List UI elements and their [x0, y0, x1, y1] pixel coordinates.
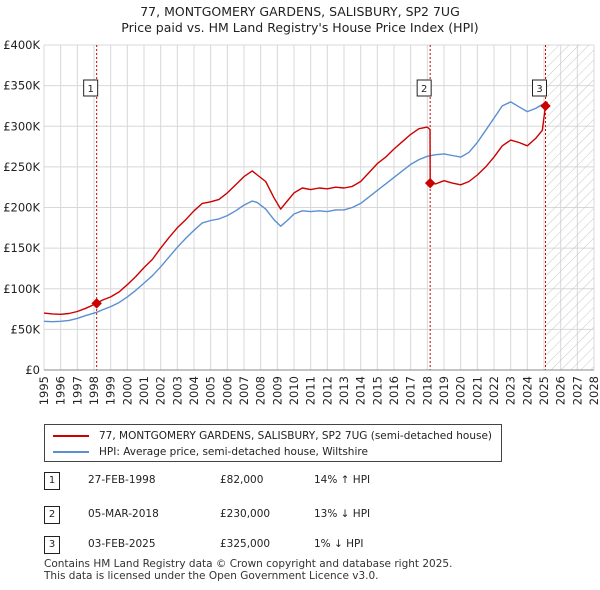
x-tick-label: 2019 — [437, 376, 451, 405]
sale-markers: 1 2 3 — [83, 79, 551, 309]
x-tick-label: 2012 — [320, 376, 334, 405]
sale-label: 1 — [87, 84, 93, 95]
y-tick-label: £400K — [3, 38, 40, 52]
series-lines — [44, 101, 548, 323]
sale-label-box — [83, 79, 99, 97]
table-row: 3 03-FEB-2025 £325,000 1% ↓ HPI — [44, 536, 464, 554]
legend-label-property: 77, MONTGOMERY GARDENS, SALISBURY, SP2 7… — [99, 430, 493, 442]
y-tick-label: £200K — [3, 201, 40, 215]
x-tick-label: 2024 — [520, 376, 534, 405]
x-tick-label: 2007 — [237, 376, 251, 405]
sale-price: £325,000 — [220, 538, 271, 550]
table-row: 2 05-MAR-2018 £230,000 13% ↓ HPI — [44, 506, 464, 524]
x-tick-label: 2003 — [170, 376, 184, 405]
x-tick-label: 2016 — [387, 376, 401, 405]
x-tick-label: 2008 — [254, 376, 268, 405]
sale-number: 1 — [44, 472, 60, 490]
sale-label-box — [532, 79, 547, 97]
x-tick-label: 2018 — [420, 376, 434, 405]
x-tick-label: 1998 — [87, 376, 101, 405]
x-tick-label: 2017 — [404, 376, 418, 405]
footer-copyright: Contains HM Land Registry data © Crown c… — [44, 558, 453, 570]
y-tick-label: £300K — [3, 119, 40, 133]
y-tick-label: £150K — [3, 241, 40, 255]
sale-label: 2 — [421, 84, 427, 95]
y-tick-label: £350K — [3, 79, 40, 93]
sale-label: 3 — [536, 84, 542, 95]
y-tick-label: £50K — [11, 322, 41, 336]
sale-point — [424, 177, 436, 189]
sale-label-box — [416, 79, 432, 97]
legend-item-hpi: HPI: Average price, semi-detached house,… — [53, 444, 368, 460]
chart-title-line2: Price paid vs. HM Land Registry's House … — [121, 20, 479, 35]
grid — [43, 44, 595, 371]
x-tick-label: 2004 — [187, 376, 201, 405]
legend-item-property: 77, MONTGOMERY GARDENS, SALISBURY, SP2 7… — [53, 428, 492, 444]
x-tick-label: 1996 — [54, 376, 68, 405]
x-tick-label: 2015 — [370, 376, 384, 405]
forecast-hatch — [545, 45, 594, 370]
sale-hpi-diff: 14% ↑ HPI — [314, 474, 371, 486]
price-chart: 1 2 3 £0 £50K £100K £150K £200K £250K £300K £350K… — [3, 38, 600, 405]
x-tick-label: 2020 — [454, 376, 468, 405]
x-tick-label: 2009 — [270, 376, 284, 405]
y-tick-label: £250K — [3, 160, 40, 174]
x-tick-label: 2010 — [287, 376, 301, 405]
legend-swatch-hpi — [53, 451, 89, 453]
legend-swatch-property — [53, 435, 89, 437]
sale-point — [540, 100, 551, 112]
x-tick-label: 2022 — [487, 376, 501, 405]
legend-label-hpi: HPI: Average price, semi-detached house,… — [99, 446, 368, 458]
sale-date: 03-FEB-2025 — [88, 538, 156, 550]
x-tick-label: 2027 — [570, 376, 584, 405]
sale-date: 05-MAR-2018 — [88, 508, 159, 520]
footer: Contains HM Land Registry data © Crown c… — [44, 558, 452, 582]
sale-price: £82,000 — [220, 474, 264, 486]
chart-title: 77, MONTGOMERY GARDENS, SALISBURY, SP2 7… — [0, 4, 600, 36]
x-tick-label: 2026 — [554, 376, 568, 405]
y-tick-label: £100K — [3, 282, 40, 296]
axes: £0 £50K £100K £150K £200K £250K £300K £350K £400… — [3, 38, 600, 405]
forecast-region — [545, 45, 594, 370]
x-tick-label: 2028 — [587, 376, 600, 405]
x-tick-label: 1999 — [104, 376, 118, 405]
sale-number: 2 — [44, 506, 60, 524]
footer-licence: This data is licensed under the Open Gov… — [44, 570, 379, 582]
x-tick-label: 2013 — [337, 376, 351, 405]
x-tick-label: 2001 — [137, 376, 151, 405]
x-tick-label: 2021 — [470, 376, 484, 405]
sale-date: 27-FEB-1998 — [88, 474, 156, 486]
x-tick-label: 2025 — [537, 376, 551, 405]
sale-hpi-diff: 13% ↓ HPI — [314, 508, 371, 520]
sale-price: £230,000 — [220, 508, 271, 520]
sale-number: 3 — [44, 536, 60, 554]
legend: 77, MONTGOMERY GARDENS, SALISBURY, SP2 7… — [44, 424, 502, 462]
chart-title-line1: 77, MONTGOMERY GARDENS, SALISBURY, SP2 7… — [140, 4, 460, 19]
x-tick-label: 2006 — [220, 376, 234, 405]
x-tick-label: 1997 — [70, 376, 84, 405]
sale-hpi-diff: 1% ↓ HPI — [314, 538, 364, 550]
table-row: 1 27-FEB-1998 £82,000 14% ↑ HPI — [44, 472, 464, 490]
x-tick-label: 2005 — [204, 376, 218, 405]
property-price-line — [44, 101, 548, 315]
y-tick-label: £0 — [25, 363, 40, 377]
x-tick-label: 2011 — [304, 376, 318, 405]
x-tick-label: 1995 — [37, 376, 51, 405]
hpi-line — [44, 101, 548, 323]
x-tick-label: 2002 — [154, 376, 168, 405]
x-tick-label: 2000 — [120, 376, 134, 405]
x-tick-label: 2014 — [354, 376, 368, 405]
sale-point — [91, 298, 102, 309]
x-tick-label: 2023 — [504, 376, 518, 405]
